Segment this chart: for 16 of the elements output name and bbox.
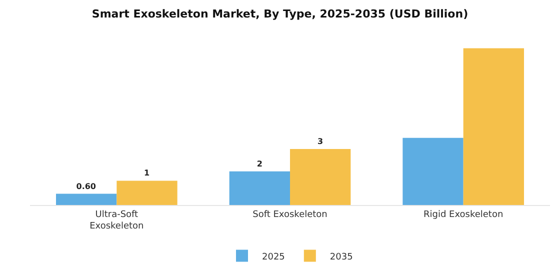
legend-label: 2035	[330, 252, 353, 262]
bar	[463, 48, 524, 205]
data-label: 1	[144, 168, 150, 178]
data-label: 2	[256, 159, 262, 168]
bar	[290, 149, 351, 205]
x-tick-label: Rigid Exoskeleton	[423, 210, 504, 220]
chart-title: Smart Exoskeleton Market, By Type, 2025-2035 (USD Billion)	[92, 8, 468, 20]
legend-label: 2025	[262, 252, 285, 262]
x-tick-label: Soft Exoskeleton	[252, 210, 328, 220]
bar	[229, 171, 290, 205]
bar	[56, 194, 117, 205]
x-tick-label: Ultra-Soft Exoskeleton	[90, 210, 144, 232]
data-label: 3	[318, 137, 324, 146]
data-label: 0.60	[76, 182, 96, 191]
bar	[402, 138, 464, 205]
bar	[116, 180, 178, 205]
